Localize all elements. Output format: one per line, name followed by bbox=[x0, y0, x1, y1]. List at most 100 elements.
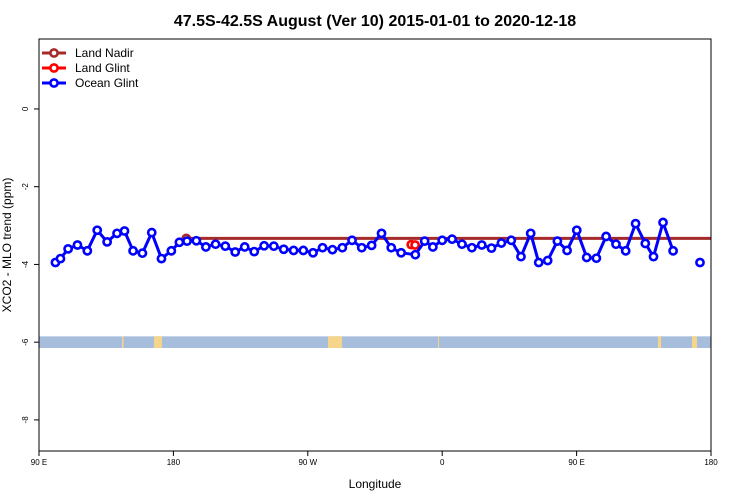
ocean-glint-point bbox=[562, 245, 572, 256]
ocean-glint-point bbox=[427, 242, 438, 252]
land-patch-2 bbox=[159, 336, 162, 348]
land-patch-6 bbox=[658, 336, 661, 348]
x-tick-label: 0 bbox=[440, 458, 445, 467]
ocean-glint-point bbox=[55, 253, 66, 264]
ocean-glint-point bbox=[156, 253, 167, 264]
ocean-glint-point bbox=[717, 259, 724, 266]
ocean-glint-point bbox=[447, 234, 457, 245]
ocean-glint-point bbox=[200, 242, 211, 252]
x-tick-label: 90 E bbox=[568, 458, 584, 467]
ocean-glint-point bbox=[525, 228, 536, 239]
plot-frame bbox=[38, 38, 712, 452]
land-patch-4 bbox=[333, 336, 339, 348]
ocean-glint-point bbox=[317, 242, 328, 253]
plot-area bbox=[38, 38, 750, 452]
y-tick-label: -4 bbox=[21, 260, 30, 268]
y-tick-label: 0 bbox=[21, 106, 30, 111]
ocean-glint-point bbox=[658, 217, 668, 228]
y-tick-label: -8 bbox=[21, 416, 30, 424]
ocean-glint-point bbox=[356, 242, 367, 253]
ocean-glint-point bbox=[298, 245, 309, 256]
ocean-glint-point bbox=[410, 249, 421, 260]
y-tick-label: -6 bbox=[21, 338, 30, 346]
ocean-glint-point bbox=[591, 253, 602, 264]
ocean-glint-point bbox=[278, 244, 289, 255]
land-patch-1 bbox=[154, 336, 159, 348]
ocean-glint-point bbox=[611, 239, 621, 250]
ocean-glint-point bbox=[486, 243, 497, 254]
ocean-glint-point bbox=[191, 235, 202, 246]
legend-label-land-nadir: Land Nadir bbox=[75, 46, 134, 60]
x-tick-label: 180 bbox=[167, 458, 181, 467]
ocean-glint-point bbox=[466, 242, 477, 253]
ocean-glint-point bbox=[640, 238, 651, 249]
ocean-glint-point bbox=[146, 227, 157, 238]
legend-label-land-glint: Land Glint bbox=[75, 61, 130, 75]
ocean-glint-point bbox=[268, 241, 279, 252]
x-tick-label: 90 E bbox=[31, 458, 47, 467]
ocean-glint-point bbox=[308, 247, 318, 258]
ocean-glint-point bbox=[516, 251, 526, 262]
ocean-glint-point bbox=[288, 245, 299, 256]
chart-title: 47.5S-42.5S August (Ver 10) 2015-01-01 t… bbox=[174, 13, 576, 30]
ocean-glint-point bbox=[220, 241, 231, 252]
land-glint-point bbox=[410, 240, 421, 250]
ocean-glint-point bbox=[259, 240, 270, 251]
ocean-glint-point bbox=[128, 245, 138, 256]
ocean-glint-point bbox=[533, 257, 544, 268]
axis-ticks: 0 -2 -4 -6 -8 90 E 180 90 W 0 90 E 180 bbox=[21, 106, 718, 467]
ocean-glint-point bbox=[102, 236, 113, 247]
ocean-glint-point bbox=[182, 236, 192, 247]
ocean-glint-point bbox=[366, 240, 377, 251]
ocean-glint-point bbox=[476, 240, 487, 250]
y-tick-label: -2 bbox=[21, 183, 30, 191]
ocean-glint-line-2 bbox=[721, 230, 750, 262]
ocean-glint-point bbox=[620, 245, 631, 256]
ocean-glint-point bbox=[396, 247, 407, 258]
ocean-glint-point bbox=[112, 228, 122, 239]
ocean-glint-point bbox=[630, 218, 641, 229]
x-tick-label: 90 W bbox=[298, 458, 317, 467]
ocean-glint-point bbox=[337, 242, 348, 253]
ocean-glint-point bbox=[552, 236, 563, 247]
ocean-glint-point bbox=[738, 241, 745, 248]
ocean-glint-point bbox=[729, 245, 736, 252]
ocean-glint-point bbox=[542, 255, 553, 266]
ocean-glint-point bbox=[419, 236, 430, 247]
land-patch-0 bbox=[122, 336, 124, 348]
ocean-glint-point bbox=[119, 226, 130, 236]
legend-label-ocean-glint: Ocean Glint bbox=[75, 76, 139, 90]
y-axis-label: XCO2 - MLO trend (ppm) bbox=[0, 178, 14, 313]
ocean-glint-point bbox=[72, 240, 83, 250]
x-axis-label: Longitude bbox=[349, 477, 402, 491]
ocean-glint-point bbox=[571, 225, 582, 236]
land-patch-5 bbox=[438, 336, 439, 348]
legend-marker-ocean-glint bbox=[49, 78, 59, 88]
ocean-glint-point bbox=[722, 255, 729, 262]
ocean-glint-point bbox=[92, 225, 103, 236]
ocean-glint-point bbox=[648, 251, 659, 262]
ocean-glint-point bbox=[166, 245, 177, 256]
ocean-glint-point bbox=[230, 247, 241, 257]
ocean-glint-point bbox=[137, 248, 148, 259]
ocean-glint-point bbox=[581, 252, 592, 263]
ocean-glint-point bbox=[239, 242, 250, 252]
ocean-glint-point bbox=[601, 231, 611, 242]
ocean-glint-point bbox=[347, 235, 357, 246]
ocean-glint-point bbox=[506, 235, 517, 246]
ocean-glint-point bbox=[63, 243, 74, 254]
land-patch-7 bbox=[692, 336, 697, 348]
ocean-glint-point bbox=[376, 228, 387, 239]
ocean-glint-point bbox=[174, 237, 185, 248]
ocean-glint-point bbox=[82, 245, 93, 256]
ocean-glint-point bbox=[668, 245, 679, 256]
ocean-glint-point bbox=[496, 238, 507, 248]
x-tick-label: 180 bbox=[704, 458, 718, 467]
ocean-glint-point bbox=[249, 246, 260, 257]
ocean-glint-point bbox=[695, 257, 705, 268]
ocean-glint-point bbox=[437, 235, 448, 246]
ocean-glint-point bbox=[386, 242, 397, 253]
series-group bbox=[50, 217, 750, 268]
ocean-glint-point bbox=[210, 239, 221, 250]
